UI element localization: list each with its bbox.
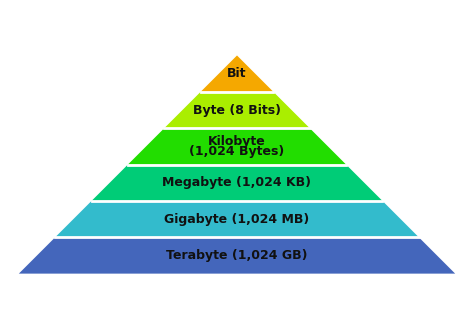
Polygon shape [19, 237, 455, 274]
Text: Megabyte (1,024 KB): Megabyte (1,024 KB) [163, 176, 311, 189]
Polygon shape [91, 165, 383, 201]
Polygon shape [164, 92, 310, 128]
Polygon shape [128, 128, 346, 165]
Text: Kilobyte: Kilobyte [208, 135, 266, 148]
Text: (1,024 Bytes): (1,024 Bytes) [190, 145, 284, 158]
Text: Byte (8 Bits): Byte (8 Bits) [193, 104, 281, 117]
Text: Bit: Bit [227, 67, 247, 80]
Polygon shape [55, 201, 419, 237]
Text: Gigabyte (1,024 MB): Gigabyte (1,024 MB) [164, 213, 310, 226]
Text: Terabyte (1,024 GB): Terabyte (1,024 GB) [166, 249, 308, 262]
Polygon shape [201, 56, 273, 92]
